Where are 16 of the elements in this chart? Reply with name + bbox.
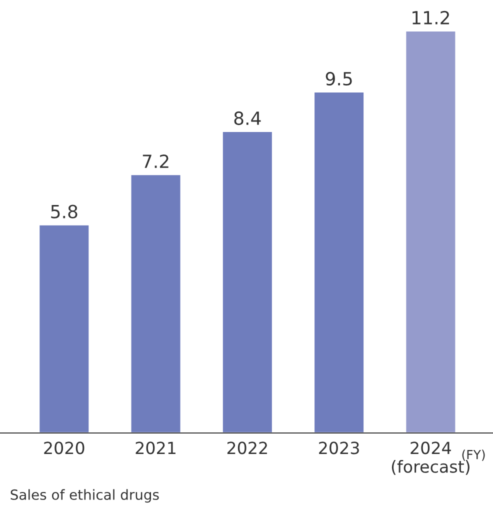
bar <box>130 174 182 433</box>
data-label: 5.8 <box>51 204 78 218</box>
data-label: 7.2 <box>142 154 168 168</box>
x-tick-label: 2020 <box>44 442 84 454</box>
data-label: 8.4 <box>234 111 261 126</box>
data-label: 9.5 <box>326 72 352 86</box>
x-tick-label: 2021 <box>136 442 176 454</box>
bar <box>313 91 365 433</box>
text: Sales of ethical drugs <box>10 489 159 503</box>
bar <box>222 130 274 433</box>
x-tick-label: 2022 <box>227 442 267 454</box>
bar <box>404 30 457 433</box>
x-axis-title: (FY) <box>462 450 485 461</box>
x-tick-label: 2023 <box>319 442 359 454</box>
data-label: 11.2 <box>412 10 449 24</box>
bar <box>38 224 90 433</box>
